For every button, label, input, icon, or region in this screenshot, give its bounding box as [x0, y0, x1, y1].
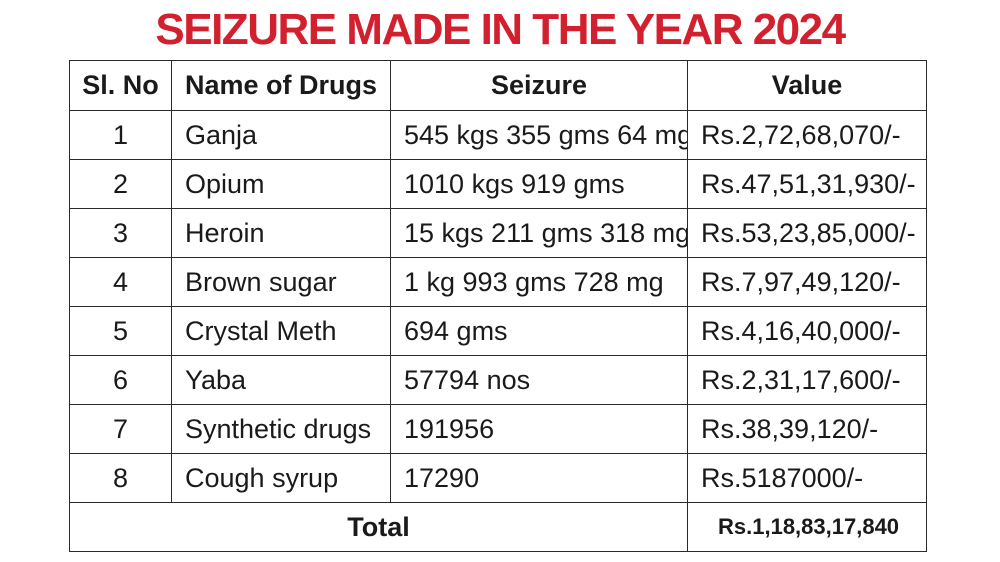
cell-drug-name: Heroin — [171, 208, 391, 258]
cell-value: Rs.38,39,120/- — [687, 404, 927, 454]
cell-drug-name: Synthetic drugs — [171, 404, 391, 454]
cell-value: Rs.2,72,68,070/- — [687, 110, 927, 160]
cell-drug-name: Yaba — [171, 355, 391, 405]
cell-sl-no: 3 — [69, 208, 172, 258]
cell-value: Rs.5187000/- — [687, 453, 927, 503]
total-label: Total — [69, 502, 688, 552]
cell-seizure: 1 kg 993 gms 728 mg — [390, 257, 688, 307]
total-value: Rs.1,18,83,17,840 — [687, 502, 927, 552]
cell-seizure: 694 gms — [390, 306, 688, 356]
cell-value: Rs.7,97,49,120/- — [687, 257, 927, 307]
cell-drug-name: Crystal Meth — [171, 306, 391, 356]
cell-drug-name: Brown sugar — [171, 257, 391, 307]
cell-value: Rs.47,51,31,930/- — [687, 159, 927, 209]
page-title: SEIZURE MADE IN THE YEAR 2024 — [155, 5, 846, 54]
header-seizure: Seizure — [390, 60, 688, 111]
header-row: Sl. No Name of Drugs Seizure Value — [69, 60, 927, 111]
cell-sl-no: 7 — [69, 404, 172, 454]
cell-seizure: 1010 kgs 919 gms — [390, 159, 688, 209]
cell-value: Rs.2,31,17,600/- — [687, 355, 927, 405]
cell-value: Rs.53,23,85,000/- — [687, 208, 927, 258]
header-name-of-drugs: Name of Drugs — [171, 60, 391, 111]
cell-seizure: 15 kgs 211 gms 318 mg — [390, 208, 688, 258]
table-row: 3 Heroin 15 kgs 211 gms 318 mg Rs.53,23,… — [69, 208, 927, 258]
table-row: 4 Brown sugar 1 kg 993 gms 728 mg Rs.7,9… — [69, 257, 927, 307]
table-row: 7 Synthetic drugs 191956 Rs.38,39,120/- — [69, 404, 927, 454]
cell-seizure: 17290 — [390, 453, 688, 503]
table-row: 5 Crystal Meth 694 gms Rs.4,16,40,000/- — [69, 306, 927, 356]
cell-sl-no: 2 — [69, 159, 172, 209]
table-row: 2 Opium 1010 kgs 919 gms Rs.47,51,31,930… — [69, 159, 927, 209]
cell-drug-name: Cough syrup — [171, 453, 391, 503]
cell-sl-no: 6 — [69, 355, 172, 405]
cell-drug-name: Opium — [171, 159, 391, 209]
cell-seizure: 57794 nos — [390, 355, 688, 405]
cell-sl-no: 4 — [69, 257, 172, 307]
cell-sl-no: 8 — [69, 453, 172, 503]
table-row: 8 Cough syrup 17290 Rs.5187000/- — [69, 453, 927, 503]
total-row: Total Rs.1,18,83,17,840 — [69, 502, 927, 552]
cell-seizure: 545 kgs 355 gms 64 mg — [390, 110, 688, 160]
cell-sl-no: 1 — [69, 110, 172, 160]
table-row: 1 Ganja 545 kgs 355 gms 64 mg Rs.2,72,68… — [69, 110, 927, 160]
cell-drug-name: Ganja — [171, 110, 391, 160]
header-sl-no: Sl. No — [69, 60, 172, 111]
header-value: Value — [687, 60, 927, 111]
cell-sl-no: 5 — [69, 306, 172, 356]
table-body: 1 Ganja 545 kgs 355 gms 64 mg Rs.2,72,68… — [69, 110, 927, 552]
table-row: 6 Yaba 57794 nos Rs.2,31,17,600/- — [69, 355, 927, 405]
cell-seizure: 191956 — [390, 404, 688, 454]
table-header: Sl. No Name of Drugs Seizure Value — [69, 60, 927, 111]
cell-value: Rs.4,16,40,000/- — [687, 306, 927, 356]
seizure-table: Sl. No Name of Drugs Seizure Value 1 Gan… — [69, 60, 927, 552]
